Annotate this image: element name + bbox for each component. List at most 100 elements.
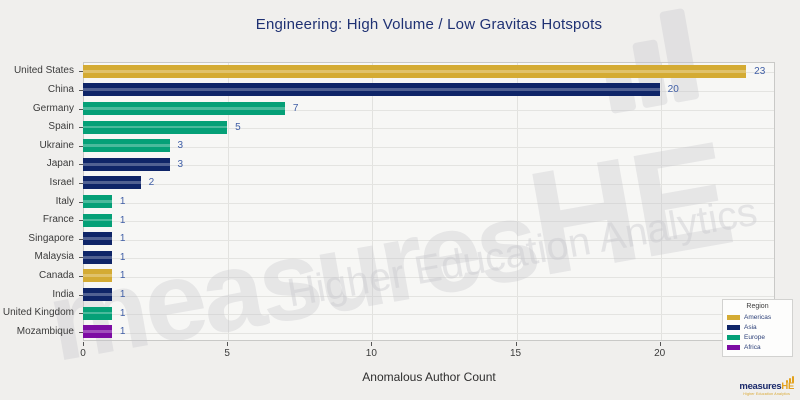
x-axis-tick-label: 10 <box>365 348 377 359</box>
legend-item-europe[interactable]: Europe <box>727 332 788 342</box>
vertical-gridline <box>372 63 374 340</box>
bar-value-label: 1 <box>119 214 126 226</box>
legend-item-asia[interactable]: Asia <box>727 322 788 332</box>
bar-value-label: 1 <box>119 251 126 263</box>
legend-item-label: Europe <box>744 333 765 341</box>
legend-item-label: Americas <box>744 313 772 321</box>
bar-france[interactable] <box>83 213 112 227</box>
bar-value-label: 1 <box>119 326 126 338</box>
y-axis-label: United Kingdom <box>2 307 74 319</box>
bar-highlight-stripe <box>83 292 112 296</box>
horizontal-gridline <box>84 295 774 297</box>
bar-india[interactable] <box>83 288 112 301</box>
x-axis-tick <box>83 342 84 346</box>
bar-value-label: 1 <box>119 233 126 245</box>
bar-italy[interactable] <box>83 195 112 208</box>
bar-japan[interactable] <box>83 157 170 171</box>
horizontal-gridline <box>84 146 774 148</box>
horizontal-gridline <box>84 128 774 130</box>
bar-highlight-stripe <box>83 106 285 110</box>
y-axis-label: Germany <box>32 102 74 114</box>
y-axis-label: France <box>42 214 74 226</box>
bar-highlight-stripe <box>83 69 747 73</box>
bar-spain[interactable] <box>83 120 228 134</box>
vertical-gridline <box>516 63 518 340</box>
legend-item-label: Asia <box>744 323 757 331</box>
legend-item-label: Africa <box>744 343 761 351</box>
bar-highlight-stripe <box>83 237 112 240</box>
bar-highlight-stripe <box>83 125 228 129</box>
x-axis-tick <box>227 342 229 346</box>
legend-swatch <box>727 334 740 340</box>
brand-logo: measures HE Higher Education Analytics <box>739 375 794 396</box>
bar-china[interactable] <box>83 83 660 97</box>
bar-highlight-stripe <box>83 199 112 203</box>
bar-ukraine[interactable] <box>83 139 170 153</box>
y-axis-label: Ukraine <box>39 139 74 151</box>
legend-item-americas[interactable]: Americas <box>727 312 788 322</box>
legend-items: Americas Asia Europe Africa <box>727 312 788 352</box>
x-axis-tick-label: 15 <box>509 348 522 359</box>
bar-value-label: 3 <box>177 158 184 170</box>
horizontal-gridline <box>84 183 774 185</box>
bar-germany[interactable] <box>83 102 285 115</box>
horizontal-gridline <box>84 221 774 223</box>
x-axis-tick-label: 20 <box>654 348 666 359</box>
legend-item-africa[interactable]: Africa <box>727 342 788 352</box>
bar-highlight-stripe <box>83 88 660 92</box>
bar-value-label: 1 <box>119 196 126 207</box>
y-axis-label: United States <box>13 65 74 77</box>
horizontal-gridline <box>84 258 774 260</box>
bar-value-label: 3 <box>177 140 184 152</box>
bar-israel[interactable] <box>83 176 141 190</box>
bar-highlight-stripe <box>83 218 112 222</box>
y-axis-label: Japan <box>46 158 74 170</box>
legend: Region Americas Asia Europe Africa <box>722 299 793 357</box>
x-axis-tick <box>515 342 517 346</box>
x-axis-tick-label: 0 <box>80 348 86 359</box>
y-axis-label: Singapore <box>28 232 74 244</box>
horizontal-gridline <box>84 276 774 278</box>
bar-mozambique[interactable] <box>83 325 112 339</box>
logo-suffix-text: HE <box>781 375 794 392</box>
logo-brand-text: measures <box>739 381 782 392</box>
vertical-gridline <box>228 63 230 340</box>
legend-title: Region <box>746 303 769 310</box>
horizontal-gridline <box>84 202 774 204</box>
bar-united-states[interactable] <box>83 64 747 78</box>
horizontal-gridline <box>84 239 774 241</box>
bar-value-label: 20 <box>667 84 679 96</box>
y-axis-label: China <box>47 83 74 95</box>
bar-value-label: 2 <box>148 177 155 189</box>
x-axis-tick-label: 5 <box>224 348 230 359</box>
y-axis-label: Italy <box>55 195 74 207</box>
y-axis-label: Spain <box>48 121 74 133</box>
bar-value-label: 5 <box>235 121 241 133</box>
bar-highlight-stripe <box>83 144 170 147</box>
bar-singapore[interactable] <box>83 232 112 246</box>
horizontal-gridline <box>84 332 774 334</box>
chart-title: Engineering: High Volume / Low Gravitas … <box>255 16 603 33</box>
y-axis-label: India <box>52 288 74 300</box>
bar-canada[interactable] <box>83 269 112 283</box>
horizontal-gridline <box>84 165 774 167</box>
x-axis-tick <box>659 342 661 346</box>
bar-highlight-stripe <box>83 274 112 278</box>
x-axis-title: Anomalous Author Count <box>362 370 496 384</box>
y-axis-label: Israel <box>49 176 74 188</box>
bar-highlight-stripe <box>83 330 112 333</box>
bar-highlight-stripe <box>83 181 141 185</box>
bar-united-kingdom[interactable] <box>83 306 112 320</box>
bar-value-label: 7 <box>292 103 299 114</box>
bar-value-label: 23 <box>754 65 766 77</box>
horizontal-gridline <box>84 109 774 111</box>
bar-highlight-stripe <box>83 162 170 166</box>
legend-swatch <box>727 344 740 350</box>
y-axis-label: Malaysia <box>34 251 74 263</box>
x-axis-tick <box>371 342 373 346</box>
legend-swatch <box>727 324 740 330</box>
vertical-gridline <box>660 63 662 340</box>
bar-malaysia[interactable] <box>83 250 112 264</box>
y-axis-label: Mozambique <box>16 325 74 337</box>
